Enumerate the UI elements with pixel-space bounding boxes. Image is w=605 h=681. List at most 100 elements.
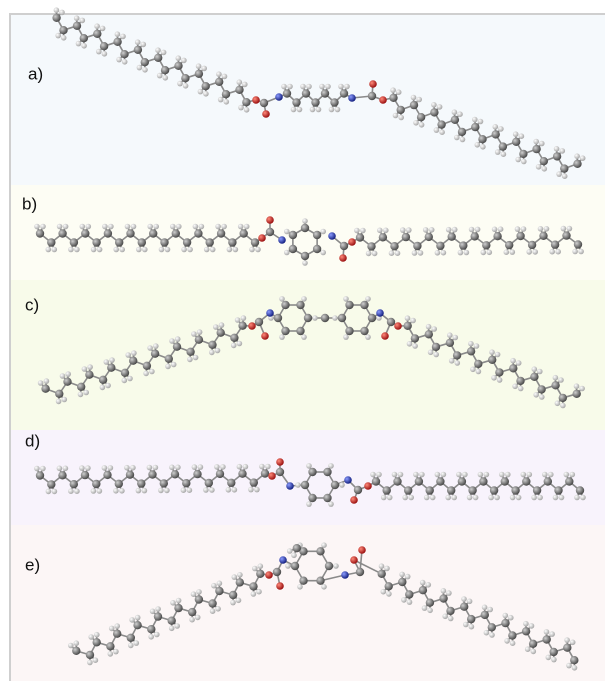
- atom: [339, 241, 349, 251]
- atom: [477, 118, 484, 125]
- atom: [136, 246, 142, 253]
- atom: [74, 488, 80, 495]
- atom: [459, 136, 466, 143]
- atom: [170, 470, 180, 479]
- atom: [98, 375, 108, 384]
- atom: [159, 479, 168, 488]
- atom: [302, 218, 308, 224]
- atom: [221, 90, 231, 99]
- atom: [570, 656, 579, 665]
- atom: [169, 338, 175, 344]
- atom: [148, 470, 157, 479]
- atom: [371, 250, 378, 257]
- atom: [562, 231, 571, 240]
- atom: [558, 494, 565, 501]
- atom: [447, 615, 454, 622]
- atom: [94, 631, 100, 638]
- atom: [412, 343, 418, 349]
- atom: [543, 226, 550, 232]
- atom: [279, 334, 285, 340]
- atom: [40, 223, 46, 230]
- atom: [437, 120, 446, 129]
- atom: [401, 232, 411, 242]
- panel-label: d): [25, 431, 40, 450]
- atom: [119, 488, 125, 494]
- atom: [300, 251, 310, 261]
- atom: [288, 230, 298, 240]
- atom: [339, 89, 349, 98]
- atom: [433, 127, 440, 133]
- atom: [194, 335, 204, 344]
- atom: [196, 589, 202, 595]
- atom: [479, 477, 488, 486]
- atom: [480, 610, 489, 620]
- atom: [429, 494, 436, 501]
- atom: [545, 654, 552, 661]
- atom: [158, 246, 165, 253]
- atom: [447, 232, 456, 241]
- atom: [164, 354, 173, 363]
- atom: [411, 250, 418, 256]
- atom: [215, 606, 221, 612]
- atom: [477, 471, 484, 478]
- atom: [306, 501, 312, 507]
- atom: [579, 385, 585, 392]
- atom: [328, 501, 334, 507]
- atom: [92, 657, 99, 663]
- atom: [475, 368, 482, 375]
- atom: [209, 246, 216, 253]
- atom: [389, 93, 398, 103]
- atom: [114, 623, 120, 629]
- atom: [213, 324, 219, 330]
- atom: [439, 129, 445, 135]
- atom: [296, 300, 305, 310]
- atom: [34, 465, 40, 472]
- atom: [483, 471, 490, 478]
- atom: [205, 238, 214, 247]
- atom: [240, 315, 247, 321]
- atom: [350, 556, 358, 564]
- atom: [52, 13, 61, 22]
- atom: [142, 361, 152, 370]
- panel-e-bg: [10, 525, 605, 681]
- atom: [512, 137, 521, 146]
- atom: [496, 377, 503, 383]
- atom: [209, 349, 215, 356]
- atom: [162, 75, 169, 81]
- atom: [493, 232, 502, 241]
- atom: [175, 597, 182, 604]
- atom: [146, 464, 153, 471]
- atom: [169, 464, 175, 471]
- atom: [214, 464, 220, 470]
- atom: [330, 480, 340, 490]
- atom: [81, 366, 88, 372]
- atom: [265, 227, 275, 237]
- atom: [425, 582, 432, 588]
- atom: [147, 345, 153, 351]
- atom: [194, 595, 204, 604]
- atom: [204, 478, 213, 488]
- atom: [300, 480, 310, 490]
- atom: [436, 241, 445, 250]
- atom: [228, 590, 238, 600]
- atom: [194, 69, 204, 79]
- atom: [85, 370, 94, 379]
- atom: [182, 83, 189, 89]
- atom: [410, 317, 416, 324]
- atom: [580, 494, 586, 501]
- atom: [467, 614, 476, 624]
- atom: [170, 361, 177, 368]
- atom: [556, 171, 562, 177]
- panel-a-bg: [10, 14, 605, 185]
- atom: [237, 223, 244, 230]
- atom: [320, 313, 330, 323]
- atom: [186, 487, 193, 494]
- atom: [223, 99, 230, 105]
- atom: [124, 464, 130, 471]
- atom: [334, 106, 341, 113]
- atom: [149, 608, 156, 615]
- atom: [406, 341, 413, 347]
- atom: [353, 485, 363, 495]
- atom: [537, 368, 543, 375]
- atom: [124, 223, 131, 230]
